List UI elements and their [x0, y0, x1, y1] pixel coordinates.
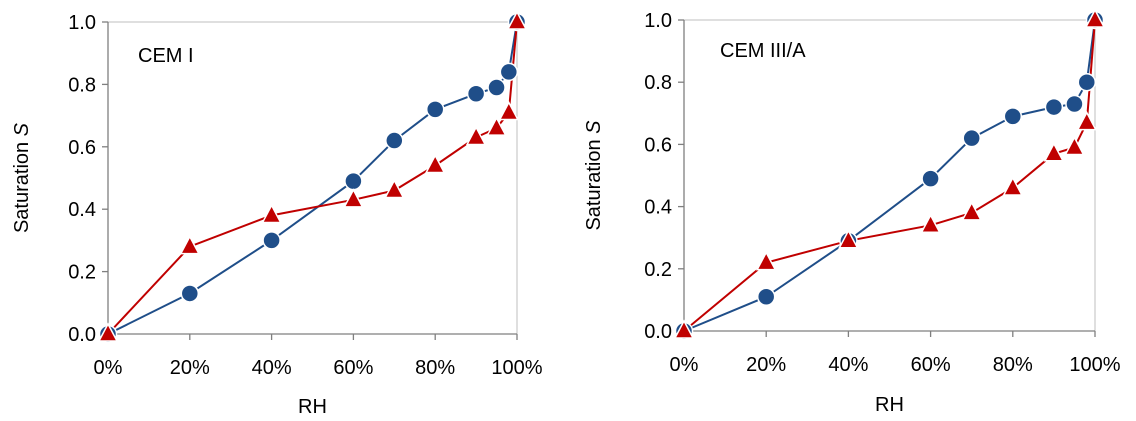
data-point-triangle	[97, 322, 119, 342]
data-point-circle	[962, 128, 981, 148]
y-axis-title-text: Saturation	[583, 134, 605, 231]
data-point-circle	[1077, 72, 1097, 92]
series-line-1	[683, 19, 1096, 332]
data-point-triangle	[261, 203, 282, 224]
x-tick-label: 20%	[746, 354, 786, 376]
data-point-triangle	[673, 319, 695, 339]
y-axis-title-symbol: S	[583, 120, 605, 134]
data-point-circle	[1044, 97, 1064, 117]
plot-frame	[107, 21, 518, 335]
data-point-circle	[1003, 107, 1023, 126]
data-point-triangle	[920, 213, 941, 234]
y-tick-label: 0.8	[68, 74, 96, 96]
y-tick-label: 0.2	[644, 259, 672, 281]
x-tick-label: 100%	[491, 357, 542, 379]
series-line-2	[683, 19, 1096, 332]
data-point-triangle	[498, 100, 520, 121]
y-axis-title: Saturation S	[11, 122, 33, 233]
data-point-triangle	[838, 229, 859, 249]
y-tick-label: 0.2	[68, 262, 96, 284]
chart-panel-2: 0.0 0.2 0.4 0.6 0.8 1.0 0% 20% 40% 60% 80% 100% RH Sa…	[583, 8, 1121, 416]
data-point-circle	[385, 131, 404, 150]
data-point-circle	[499, 62, 519, 82]
x-tick-label: 80%	[993, 354, 1033, 376]
y-tick-label: 0.0	[68, 324, 96, 346]
data-point-circle	[921, 169, 940, 188]
data-point-triangle	[1084, 8, 1106, 28]
x-tick-label: 0%	[670, 354, 699, 376]
x-tick-label: 0%	[94, 357, 123, 379]
x-tick-label: 80%	[415, 357, 455, 379]
x-axis-title: RH	[298, 396, 327, 418]
panel-label: CEM I	[138, 45, 194, 67]
y-tick-label: 1.0	[644, 10, 672, 32]
y-axis-title-text: Saturation	[11, 136, 33, 233]
data-point-triangle	[179, 235, 201, 255]
y-tick-label: 0.6	[68, 137, 96, 159]
data-point-triangle	[343, 188, 364, 208]
data-point-triangle	[1076, 111, 1098, 131]
data-point-triangle	[486, 116, 507, 136]
data-point-triangle	[506, 10, 528, 30]
x-axis-title: RH	[875, 394, 904, 416]
panel-label: CEM III/A	[720, 40, 806, 62]
x-tick-label: 40%	[252, 357, 292, 379]
series-line-2	[107, 21, 518, 335]
x-tick-label: 60%	[333, 357, 373, 379]
data-point-triangle	[424, 153, 446, 174]
data-point-circle	[262, 231, 281, 250]
data-point-circle	[487, 78, 506, 97]
y-tick-label: 0.6	[644, 134, 672, 156]
series-line-1	[107, 21, 518, 335]
y-tick-label: 0.0	[644, 321, 672, 343]
chart-panel-1: 0.0 0.2 0.4 0.6 0.8 1.0 0% 20% 40% 60% 80% 100% RH Sa…	[11, 10, 543, 418]
y-axis-title-symbol: S	[11, 122, 33, 136]
y-tick-label: 0.4	[644, 197, 672, 219]
data-point-triangle	[1064, 135, 1085, 156]
data-point-circle	[180, 284, 200, 303]
y-tick-label: 0.4	[68, 199, 96, 221]
y-axis-title: Saturation S	[583, 120, 605, 231]
x-tick-label: 20%	[170, 357, 210, 379]
data-point-circle	[466, 84, 486, 104]
data-point-triangle	[961, 201, 982, 221]
data-point-triangle	[755, 250, 777, 271]
x-tick-label: 40%	[828, 354, 868, 376]
y-tick-label: 0.8	[644, 72, 672, 94]
data-point-triangle	[1043, 142, 1065, 162]
data-point-triangle	[384, 178, 405, 199]
x-tick-label: 100%	[1069, 354, 1120, 376]
data-point-triangle	[1002, 176, 1024, 196]
y-tick-label: 1.0	[68, 12, 96, 34]
x-tick-label: 60%	[911, 354, 951, 376]
data-point-circle	[344, 171, 363, 191]
data-point-circle	[425, 100, 445, 119]
data-point-triangle	[465, 125, 487, 146]
plot-frame	[683, 19, 1096, 332]
data-point-circle	[756, 287, 776, 307]
data-point-circle	[1065, 94, 1084, 114]
